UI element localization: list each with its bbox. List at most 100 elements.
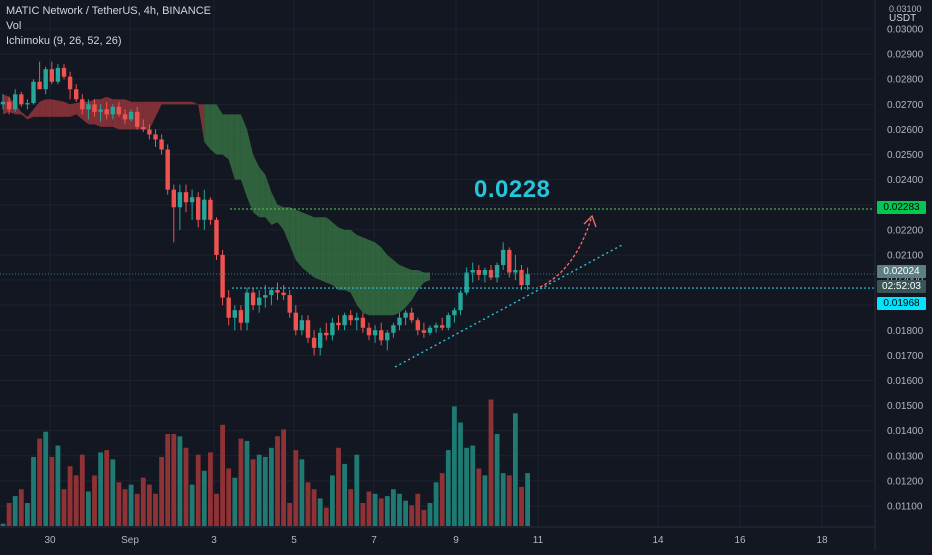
candle-body [342,315,347,326]
candle-body [494,264,500,278]
cloud-segment [295,209,302,268]
candle-body [6,101,12,110]
candle-body [232,310,237,318]
volume-legend[interactable]: Vol [6,20,22,32]
cloud-segment [259,167,266,218]
volume-bar [177,436,183,526]
cloud-segment [344,229,351,293]
price-tick-label: 0.02200 [887,225,924,236]
candle-body [379,330,384,341]
projection-arrowhead [583,214,597,228]
volume-bar [372,493,378,526]
volume-bar [98,452,103,526]
cloud-segment [417,270,424,291]
time-tick-label: 7 [371,535,377,546]
cloud-segment [381,247,388,316]
price-axis[interactable]: 0.03000 0.02900 0.02800 0.02700 0.02600 0.025… [874,0,924,550]
time-tick-label: 16 [734,535,746,546]
candle-body [238,310,244,323]
volume-bar [37,438,42,526]
candle-body [385,332,390,341]
volume-bar [348,489,354,526]
candle-body [263,295,268,298]
cloud-segment [27,109,34,120]
cloud-segment [423,272,430,283]
candle-body [244,292,250,323]
candle-body [354,317,359,321]
price-tick-label: 0.01600 [887,376,924,387]
candle-body [305,320,311,338]
candle-body [208,199,213,220]
candle-body [372,330,378,336]
candle-body [122,114,128,120]
cloud-segment [314,217,321,281]
cloud-segment [186,101,193,105]
volume-bar [31,457,36,526]
time-tick-label: 30 [44,535,56,546]
volume-bar [336,447,341,526]
currency-label[interactable]: 0.03100 USDT [889,4,922,24]
target-price-tag: 0.02283 [877,201,926,214]
candle-body [86,104,91,110]
volume-bar [110,459,116,526]
volume-bar [403,500,408,526]
candle-body [482,270,488,276]
cloud-segment [332,222,339,291]
cloud-segment [277,204,284,230]
candle-body [318,332,323,348]
cloud-segment [45,99,52,117]
candle-body [135,111,140,127]
candle-body [55,67,61,82]
volume-bar [86,491,91,526]
volume-bar [195,454,201,526]
volume-bar [293,450,299,526]
candle-body [165,149,170,190]
volume-bar [49,457,55,526]
candle-body [25,103,30,105]
volume-bar [18,489,24,526]
volume-bar [269,447,274,526]
price-tick-label: 0.01800 [887,326,924,337]
cloud-segment [411,270,418,301]
volume-bar [165,434,171,526]
cloud-segment [308,214,315,278]
candle-body [257,297,262,306]
time-axis[interactable]: 30 Sep 3 5 7 9 11 14 16 18 [0,526,875,546]
symbol-title[interactable]: MATIC Network / TetherUS, 4h, BINANCE [6,5,211,17]
cloud-segment [210,104,217,155]
candle-body [519,270,524,286]
volume-bar [506,475,512,526]
cloud-segment [326,217,333,286]
volume-bar [122,489,128,526]
cloud-segment [387,254,394,316]
candle-body [177,192,183,208]
volume-bar [250,459,256,526]
time-tick-label: 14 [652,535,664,546]
price-tick-label: 0.03000 [887,25,924,36]
candle-body [61,67,67,77]
candle-body [427,327,433,333]
ichimoku-legend[interactable]: Ichimoku (9, 26, 52, 26) [6,35,122,47]
candle-body [458,292,463,311]
candle-body [366,327,372,336]
candle-body [336,322,341,326]
cloud-segment [51,99,58,117]
volume-bar [256,454,262,526]
volume-bar [494,434,500,526]
candle-body [13,94,18,110]
candle-body [311,337,317,348]
candle-body [293,312,298,331]
candle-body [214,219,219,255]
candle-body [98,109,103,112]
cloud-segment [125,99,132,130]
candle-body [128,111,134,120]
cloud-segment [283,207,290,245]
volume-bar [153,493,158,526]
cloud-segment [161,101,168,105]
cloud-segment [289,207,296,260]
candle-body [269,290,274,296]
volume-bar [275,436,280,526]
volume-bar [354,454,360,526]
